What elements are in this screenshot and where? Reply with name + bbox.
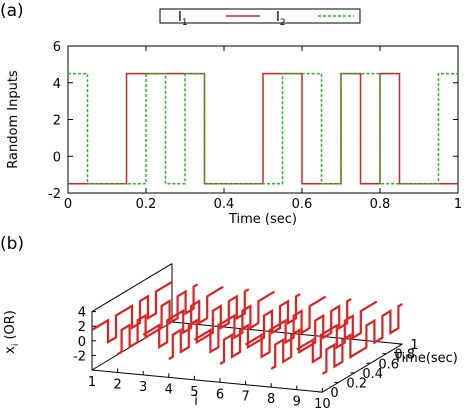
y-tick-label-1: 0 — [53, 150, 61, 165]
time-tick-label-2: 0.4 — [362, 367, 383, 382]
y-tick-label-3: 4 — [53, 77, 61, 92]
i-tick-label-1: 2 — [113, 377, 121, 392]
panel-b-x-axis-label-suffix: (OR) — [3, 310, 18, 344]
legend-entry-i2: I2 — [276, 10, 286, 28]
panel-b-x-axis-label-sub: i — [11, 344, 21, 347]
z-tick-label-3: 4 — [78, 306, 86, 321]
i-tick-label-8: 9 — [293, 395, 301, 409]
curve-i-5 — [193, 290, 275, 354]
x-tick-label-0: 0 — [64, 197, 72, 212]
curve-i-7 — [245, 295, 327, 359]
curve-i-3 — [142, 285, 224, 349]
legend: I1 I2 — [159, 8, 361, 28]
y-tick-label-4: 6 — [53, 40, 61, 55]
curve-i-4 — [168, 288, 250, 361]
i-tick-label-5: 6 — [216, 387, 224, 402]
curve-i-6 — [219, 293, 301, 365]
legend-entry-i2-subscript: 2 — [280, 18, 286, 28]
panel-b-x-axis-label: xi (OR) — [3, 310, 21, 354]
time-tick-label-1: 0.2 — [346, 376, 367, 391]
i-tick-label-9: 10 — [314, 397, 331, 409]
time-tick-label-0: 0 — [330, 386, 338, 401]
panel-b-curves — [91, 280, 403, 375]
i-tick-label-3: 4 — [165, 382, 173, 397]
legend-entry-i2-name: I — [276, 10, 280, 25]
axis-top-left — [91, 263, 173, 313]
i-tick-label-6: 7 — [241, 390, 249, 405]
y-tick-label-0: -2 — [48, 187, 61, 202]
x-tick-label-3: 0.6 — [292, 197, 313, 212]
x-tick-label-4: 0.8 — [370, 197, 391, 212]
legend-entry-i1-name: I — [178, 10, 182, 25]
i-tick-label-0: 1 — [88, 375, 96, 390]
x-tick-label-1: 0.2 — [136, 197, 157, 212]
x-tick-label-2: 0.4 — [214, 197, 235, 212]
panel-a-x-axis-label: Time (sec) — [228, 212, 297, 227]
panel-label-b: (b) — [0, 234, 24, 254]
curve-i-10 — [321, 302, 403, 375]
panel-a-y-axis-label: Random Inputs — [6, 70, 21, 169]
legend-entry-i1-subscript: 1 — [182, 18, 188, 28]
axis-i-back-floor — [171, 321, 403, 345]
x-tick-label-5: 1 — [454, 197, 462, 212]
curve-i-1 — [91, 280, 173, 345]
curve-i-2 — [117, 283, 199, 356]
panel-label-a: (a) — [0, 1, 24, 21]
z-tick-label-1: 0 — [78, 335, 86, 350]
z-tick-label-2: 2 — [78, 320, 86, 335]
axis-i-front — [91, 369, 323, 393]
panel-b-i-axis-label: i — [194, 394, 198, 409]
legend-entry-i1: I1 — [178, 10, 188, 28]
time-tick-label-3: 0.6 — [378, 357, 399, 372]
panel-b-x-axis-label-main: x — [3, 346, 18, 354]
curve-i-8 — [270, 298, 352, 370]
series-line-i2 — [68, 72, 458, 185]
panel-a-series — [68, 72, 458, 185]
panel-b-time-axis-label: Time(sec) — [393, 351, 458, 366]
time-tick-label-4: 0.8 — [394, 348, 415, 363]
series-line-i1 — [68, 72, 458, 185]
z-tick-label-0: -2 — [73, 349, 86, 364]
i-tick-label-7: 8 — [267, 392, 275, 407]
i-tick-label-4: 5 — [190, 385, 198, 400]
axis-time-right — [322, 343, 403, 393]
y-tick-label-2: 2 — [53, 114, 61, 129]
i-tick-label-2: 3 — [139, 380, 147, 395]
curve-i-9 — [296, 300, 378, 364]
time-tick-label-5: 1 — [410, 338, 418, 353]
